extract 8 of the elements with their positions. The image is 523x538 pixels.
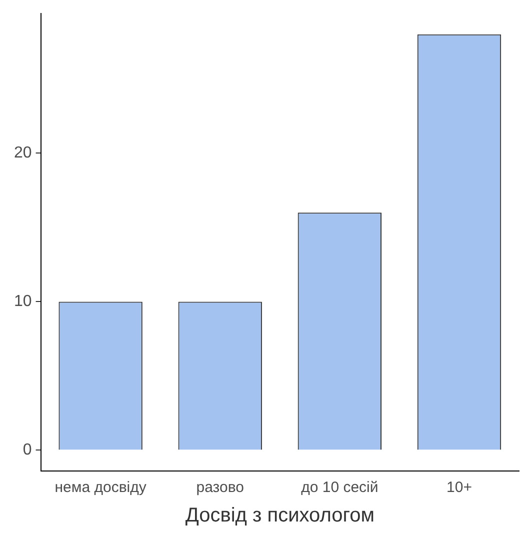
y-tick-label: 10 (14, 293, 32, 310)
x-tick-label: 10+ (446, 479, 472, 496)
x-tick-label: до 10 сесій (301, 479, 378, 496)
x-tick-label: разово (196, 479, 244, 496)
y-tick-label: 20 (14, 144, 32, 162)
x-tick-label: нема досвіду (54, 479, 147, 496)
y-tick-label: 0 (22, 442, 32, 459)
x-axis-title: Досвід з психологом (185, 504, 374, 527)
